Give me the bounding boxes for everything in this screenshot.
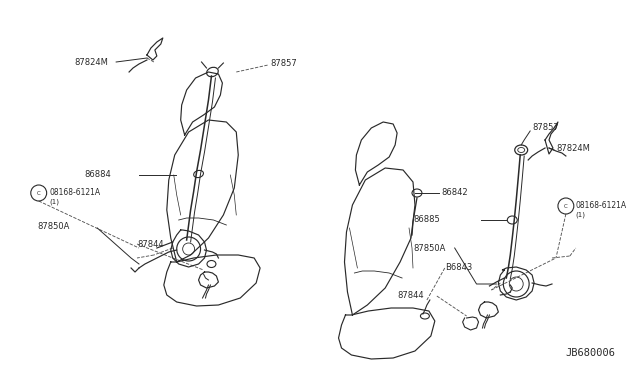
Text: 87857: 87857 xyxy=(532,122,559,131)
Text: (1): (1) xyxy=(50,199,60,205)
Text: (1): (1) xyxy=(576,212,586,218)
Text: 87844: 87844 xyxy=(397,291,424,299)
Text: 87824M: 87824M xyxy=(556,144,590,153)
Text: B6843: B6843 xyxy=(445,263,472,273)
Text: 87850A: 87850A xyxy=(38,221,70,231)
Text: 08168-6121A: 08168-6121A xyxy=(576,201,627,209)
Text: C: C xyxy=(37,190,40,196)
Text: 87850A: 87850A xyxy=(413,244,445,253)
Text: 08168-6121A: 08168-6121A xyxy=(50,187,100,196)
Text: 87857: 87857 xyxy=(270,58,297,67)
Text: 86884: 86884 xyxy=(84,170,111,179)
Text: 86885: 86885 xyxy=(413,215,440,224)
Text: 87844: 87844 xyxy=(137,240,164,248)
Text: 87824M: 87824M xyxy=(74,58,108,67)
Text: JB680006: JB680006 xyxy=(566,348,616,358)
Text: 86842: 86842 xyxy=(442,187,468,196)
Text: C: C xyxy=(564,203,568,208)
